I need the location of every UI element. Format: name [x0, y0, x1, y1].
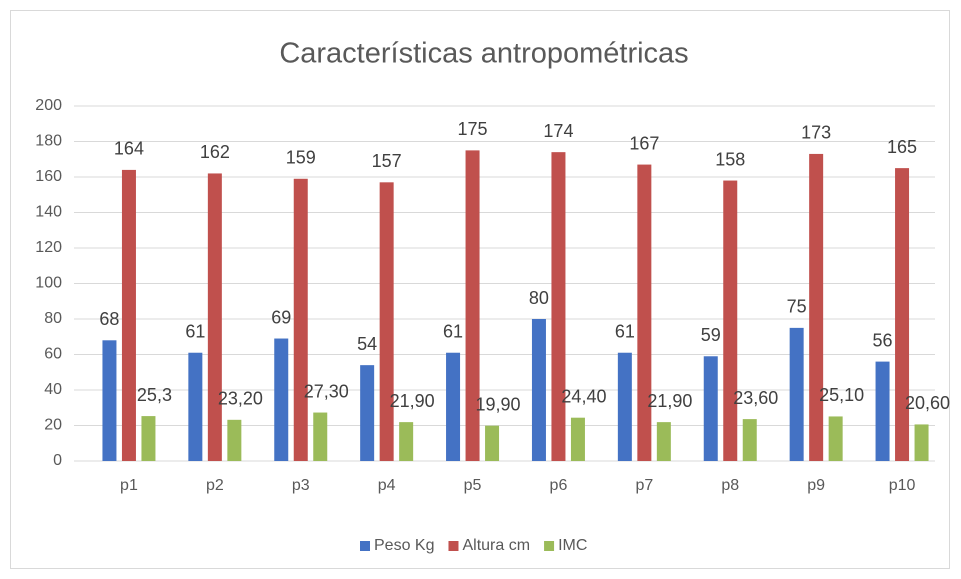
- data-label: 23,60: [733, 388, 778, 408]
- y-tick-label: 120: [35, 239, 62, 256]
- bar: [274, 338, 289, 461]
- y-tick-label: 0: [53, 452, 62, 469]
- bar: [742, 419, 757, 461]
- data-label: 167: [629, 133, 659, 153]
- bar: [703, 356, 718, 461]
- bar: [895, 168, 910, 461]
- data-label: 61: [615, 321, 635, 341]
- x-tick-label: p3: [292, 477, 310, 494]
- data-label: 56: [873, 330, 893, 350]
- y-tick-label: 180: [35, 133, 62, 150]
- bar: [723, 180, 738, 462]
- legend-label: IMC: [558, 537, 587, 554]
- data-label: 19,90: [476, 394, 521, 414]
- data-label: 25,3: [137, 385, 172, 405]
- legend-swatch: [448, 541, 459, 551]
- y-tick-label: 140: [35, 204, 62, 221]
- bar: [399, 422, 414, 461]
- y-tick-label: 60: [44, 346, 62, 363]
- bar: [313, 412, 328, 461]
- x-tick-label: p7: [635, 477, 653, 494]
- x-tick-label: p8: [721, 477, 739, 494]
- bar: [875, 361, 890, 461]
- y-tick-label: 20: [44, 417, 62, 434]
- bar: [188, 352, 203, 461]
- bar: [141, 416, 156, 461]
- legend-swatch: [360, 541, 370, 551]
- legend-swatch: [544, 541, 555, 551]
- data-label: 20,60: [905, 393, 950, 413]
- data-label: 165: [887, 137, 917, 157]
- data-label: 24,40: [561, 386, 606, 406]
- data-label: 162: [200, 142, 230, 162]
- bar: [637, 164, 652, 461]
- x-tick-label: p2: [206, 477, 224, 494]
- bar: [227, 419, 242, 461]
- bar: [828, 416, 843, 461]
- data-label: 23,20: [218, 389, 263, 409]
- bar: [446, 352, 461, 461]
- data-label: 174: [543, 121, 573, 141]
- y-tick-label: 80: [44, 310, 62, 327]
- y-tick-label: 200: [35, 97, 62, 114]
- bar: [789, 327, 804, 461]
- data-label: 173: [801, 123, 831, 143]
- bar: [617, 352, 632, 461]
- data-label: 175: [458, 119, 488, 139]
- data-label: 59: [701, 325, 721, 345]
- data-label: 69: [271, 307, 291, 327]
- bar: [465, 150, 480, 461]
- data-label: 61: [443, 321, 463, 341]
- data-label: 21,90: [390, 391, 435, 411]
- x-tick-label: p4: [378, 477, 396, 494]
- legend-label: Peso Kg: [374, 537, 434, 554]
- x-tick-label: p9: [807, 477, 825, 494]
- data-label: 68: [99, 309, 119, 329]
- y-tick-label: 160: [35, 168, 62, 185]
- bar: [531, 319, 546, 461]
- x-tick-label: p10: [889, 477, 916, 494]
- y-tick-label: 100: [35, 275, 62, 292]
- x-tick-label: p5: [464, 477, 482, 494]
- chart-title: Características antropométricas: [279, 38, 688, 70]
- bar: [656, 422, 671, 461]
- bar: [379, 182, 394, 461]
- bar: [914, 424, 929, 461]
- data-label: 25,10: [819, 385, 864, 405]
- data-label: 164: [114, 139, 144, 159]
- bar: [551, 152, 566, 461]
- data-label: 80: [529, 288, 549, 308]
- x-tick-label: p6: [550, 477, 568, 494]
- data-label: 157: [372, 151, 402, 171]
- bar: [121, 169, 136, 461]
- chart-border: [10, 10, 950, 569]
- data-label: 54: [357, 334, 377, 354]
- bar: [360, 365, 375, 461]
- data-label: 61: [185, 321, 205, 341]
- bar: [207, 173, 222, 461]
- legend-label: Altura cm: [462, 537, 530, 554]
- bar: [570, 417, 585, 461]
- data-label: 159: [286, 148, 316, 168]
- data-label: 21,90: [647, 391, 692, 411]
- y-tick-label: 40: [44, 381, 62, 398]
- bar: [293, 178, 308, 461]
- bar: [809, 153, 824, 462]
- data-label: 158: [715, 149, 745, 169]
- data-label: 27,30: [304, 381, 349, 401]
- data-label: 75: [787, 297, 807, 317]
- bar: [102, 340, 117, 461]
- x-tick-label: p1: [120, 477, 138, 494]
- bar: [485, 425, 500, 461]
